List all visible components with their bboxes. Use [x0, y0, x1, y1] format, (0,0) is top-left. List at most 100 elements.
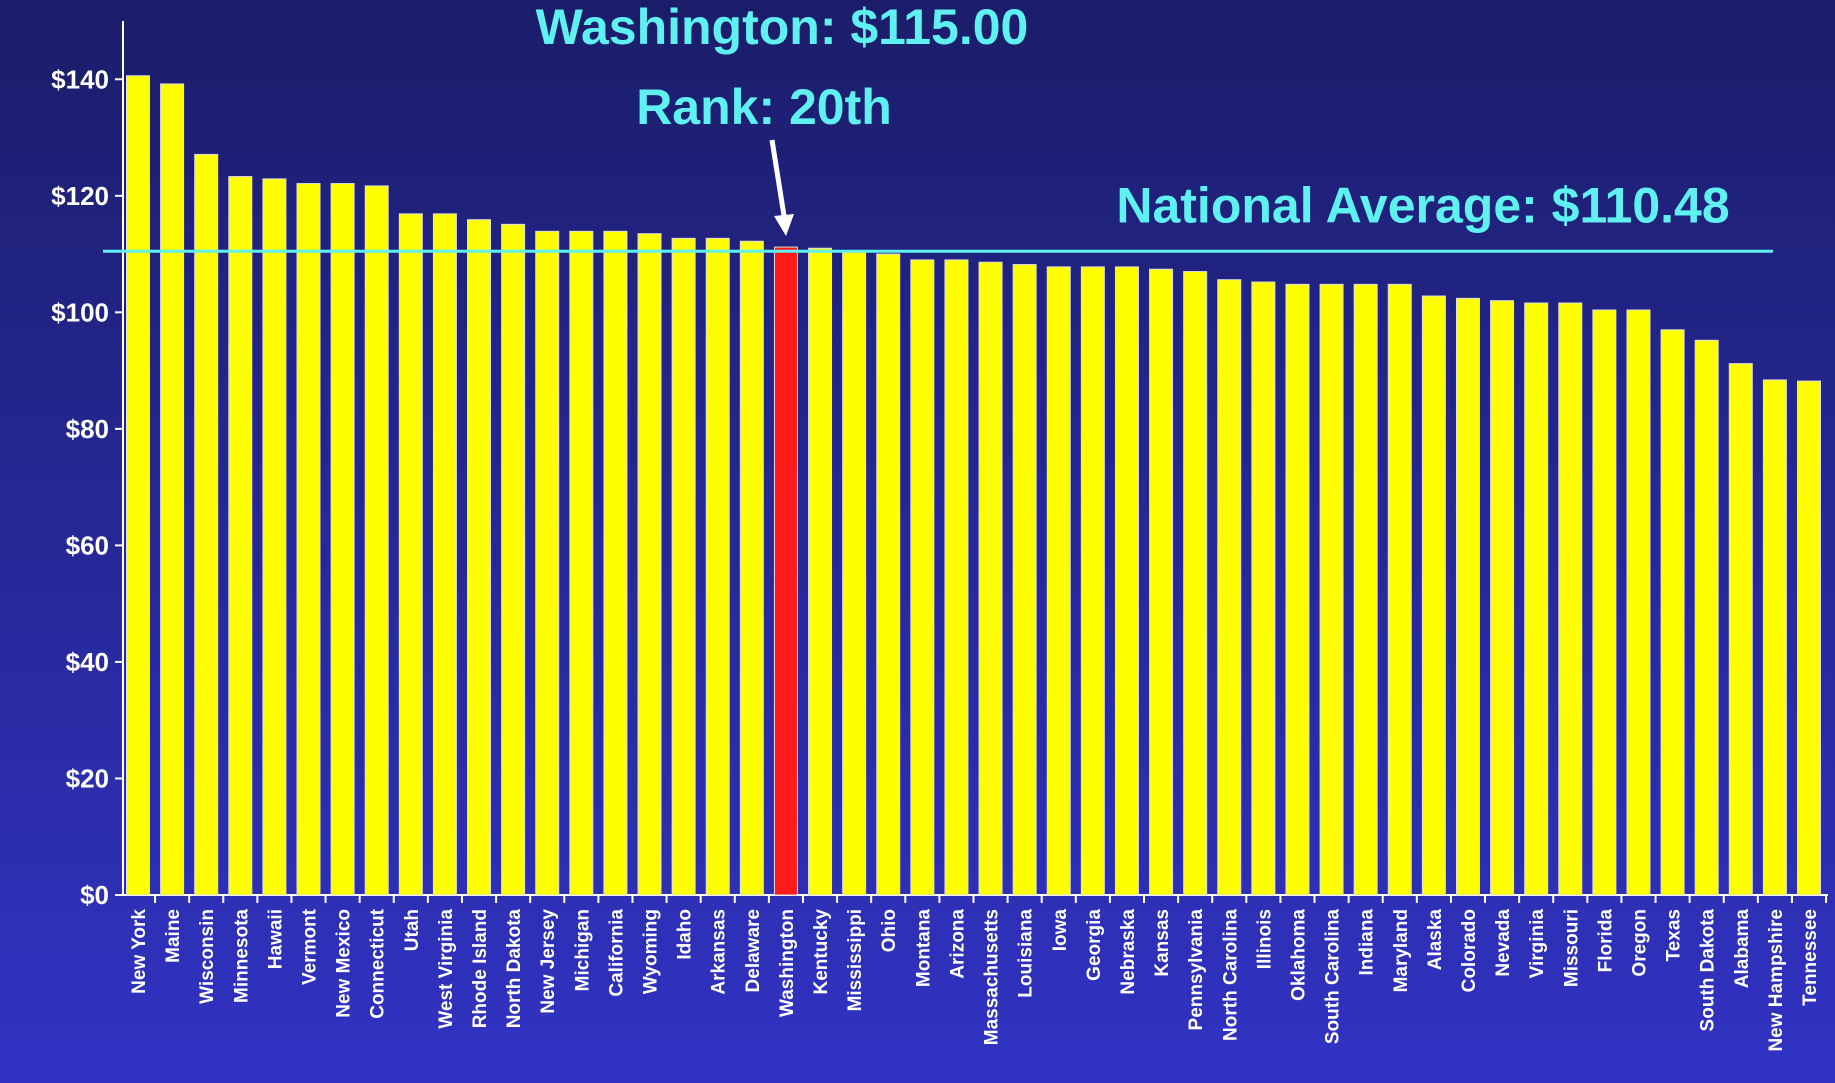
x-tick-label: Massachusetts: [982, 909, 1003, 1045]
x-tick-label: Louisiana: [1016, 909, 1037, 998]
bar: [1421, 295, 1446, 896]
x-tick-label: Iowa: [1050, 909, 1071, 952]
x-tick-label: Ohio: [879, 909, 900, 952]
x-tick-label: Alaska: [1425, 909, 1446, 971]
bar: [1285, 283, 1310, 896]
y-tick-label: $20: [66, 763, 109, 793]
bar: [773, 246, 798, 896]
x-tick-label: Delaware: [743, 909, 764, 992]
bar: [808, 247, 833, 896]
bar: [603, 230, 628, 896]
x-tick-label: Connecticut: [368, 908, 389, 1018]
bar: [1660, 329, 1685, 896]
bar: [296, 183, 321, 896]
bar: [671, 237, 696, 896]
x-tick-label: Colorado: [1459, 909, 1480, 992]
x-tick-label: Kentucky: [811, 909, 832, 995]
bar: [1524, 302, 1549, 896]
x-tick-label: Wisconsin: [197, 909, 218, 1004]
bar: [637, 233, 662, 896]
x-tick-label: North Carolina: [1220, 909, 1241, 1041]
x-tick-label: Georgia: [1084, 909, 1105, 981]
bar: [1728, 363, 1753, 896]
y-tick-label: $0: [80, 880, 109, 910]
x-tick-label: North Dakota: [504, 909, 525, 1029]
bar: [1558, 302, 1583, 896]
bar: [1217, 279, 1242, 896]
x-tick-label: Florida: [1595, 909, 1616, 973]
x-tick-label: Vermont: [300, 908, 321, 985]
bar: [978, 261, 1003, 896]
bar: [1012, 264, 1037, 896]
bar: [1762, 379, 1787, 896]
bar: [467, 219, 492, 896]
x-tick-label: Minnesota: [231, 909, 252, 1003]
x-tick-label: Maine: [163, 909, 184, 963]
bar: [910, 259, 935, 896]
bar: [1455, 297, 1480, 896]
bar: [1490, 300, 1515, 896]
bar: [1149, 268, 1174, 896]
x-tick-label: New York: [129, 909, 150, 994]
x-tick-label: Washington: [777, 909, 798, 1017]
bar: [330, 183, 355, 896]
bar: [1319, 283, 1344, 896]
bar: [1183, 271, 1208, 896]
bar: [126, 75, 150, 896]
x-tick-label: Oregon: [1629, 909, 1650, 977]
bar: [535, 230, 560, 896]
x-tick-label: Maryland: [1391, 909, 1412, 992]
x-tick-label: California: [606, 909, 627, 997]
y-tick-label: $120: [51, 181, 109, 211]
x-tick-label: Nevada: [1493, 909, 1514, 977]
x-tick-label: Missouri: [1561, 909, 1582, 987]
bar: [739, 240, 764, 896]
y-tick-label: $80: [66, 414, 109, 444]
x-tick-label: Oklahoma: [1288, 909, 1309, 1001]
x-tick-label: Indiana: [1357, 909, 1378, 976]
bar: [1114, 266, 1139, 896]
x-tick-label: Arizona: [947, 909, 968, 979]
bar: [1797, 380, 1821, 896]
bar: [262, 178, 287, 896]
arrow: [769, 139, 788, 223]
bar: [194, 153, 219, 896]
arrow-head: [774, 214, 794, 236]
x-tick-label: Idaho: [675, 909, 696, 960]
x-tick-label: Kansas: [1152, 909, 1173, 977]
annotation: Washington: $115.00: [536, 0, 1029, 55]
x-tick-label: Arkansas: [709, 909, 730, 995]
x-tick-label: Montana: [913, 909, 934, 988]
bar: [1592, 309, 1617, 896]
x-tick-label: Illinois: [1254, 909, 1275, 969]
bar: [1626, 309, 1651, 896]
x-tick-label: Texas: [1664, 909, 1685, 961]
x-tick-label: Pennsylvania: [1186, 909, 1207, 1031]
annotation: Rank: 20th: [636, 79, 892, 135]
x-tick-label: Nebraska: [1118, 909, 1139, 995]
x-tick-label: Virginia: [1527, 909, 1548, 979]
x-tick-label: West Virginia: [436, 909, 457, 1029]
x-tick-label: Wyoming: [641, 909, 662, 994]
bar: [705, 237, 730, 896]
bar: [364, 185, 389, 896]
bar: [1387, 283, 1412, 896]
bar: [398, 213, 423, 896]
x-tick-label: Rhode Island: [470, 909, 491, 1028]
x-tick-label: Tennessee: [1800, 909, 1821, 1006]
bar: [1353, 283, 1378, 896]
bar: [1251, 281, 1276, 896]
x-tick-label: Alabama: [1732, 909, 1753, 989]
bar: [501, 223, 526, 896]
x-tick-label: Hawaii: [265, 909, 286, 969]
x-tick-label: Mississippi: [845, 909, 866, 1011]
x-tick-label: Utah: [402, 909, 423, 951]
y-tick-label: $40: [66, 647, 109, 677]
x-tick-label: New Jersey: [538, 909, 559, 1014]
bar: [1694, 339, 1719, 896]
reference-label: National Average: $110.48: [1116, 177, 1729, 233]
x-tick-label: South Carolina: [1323, 909, 1344, 1045]
x-tick-label: South Dakota: [1698, 909, 1719, 1032]
